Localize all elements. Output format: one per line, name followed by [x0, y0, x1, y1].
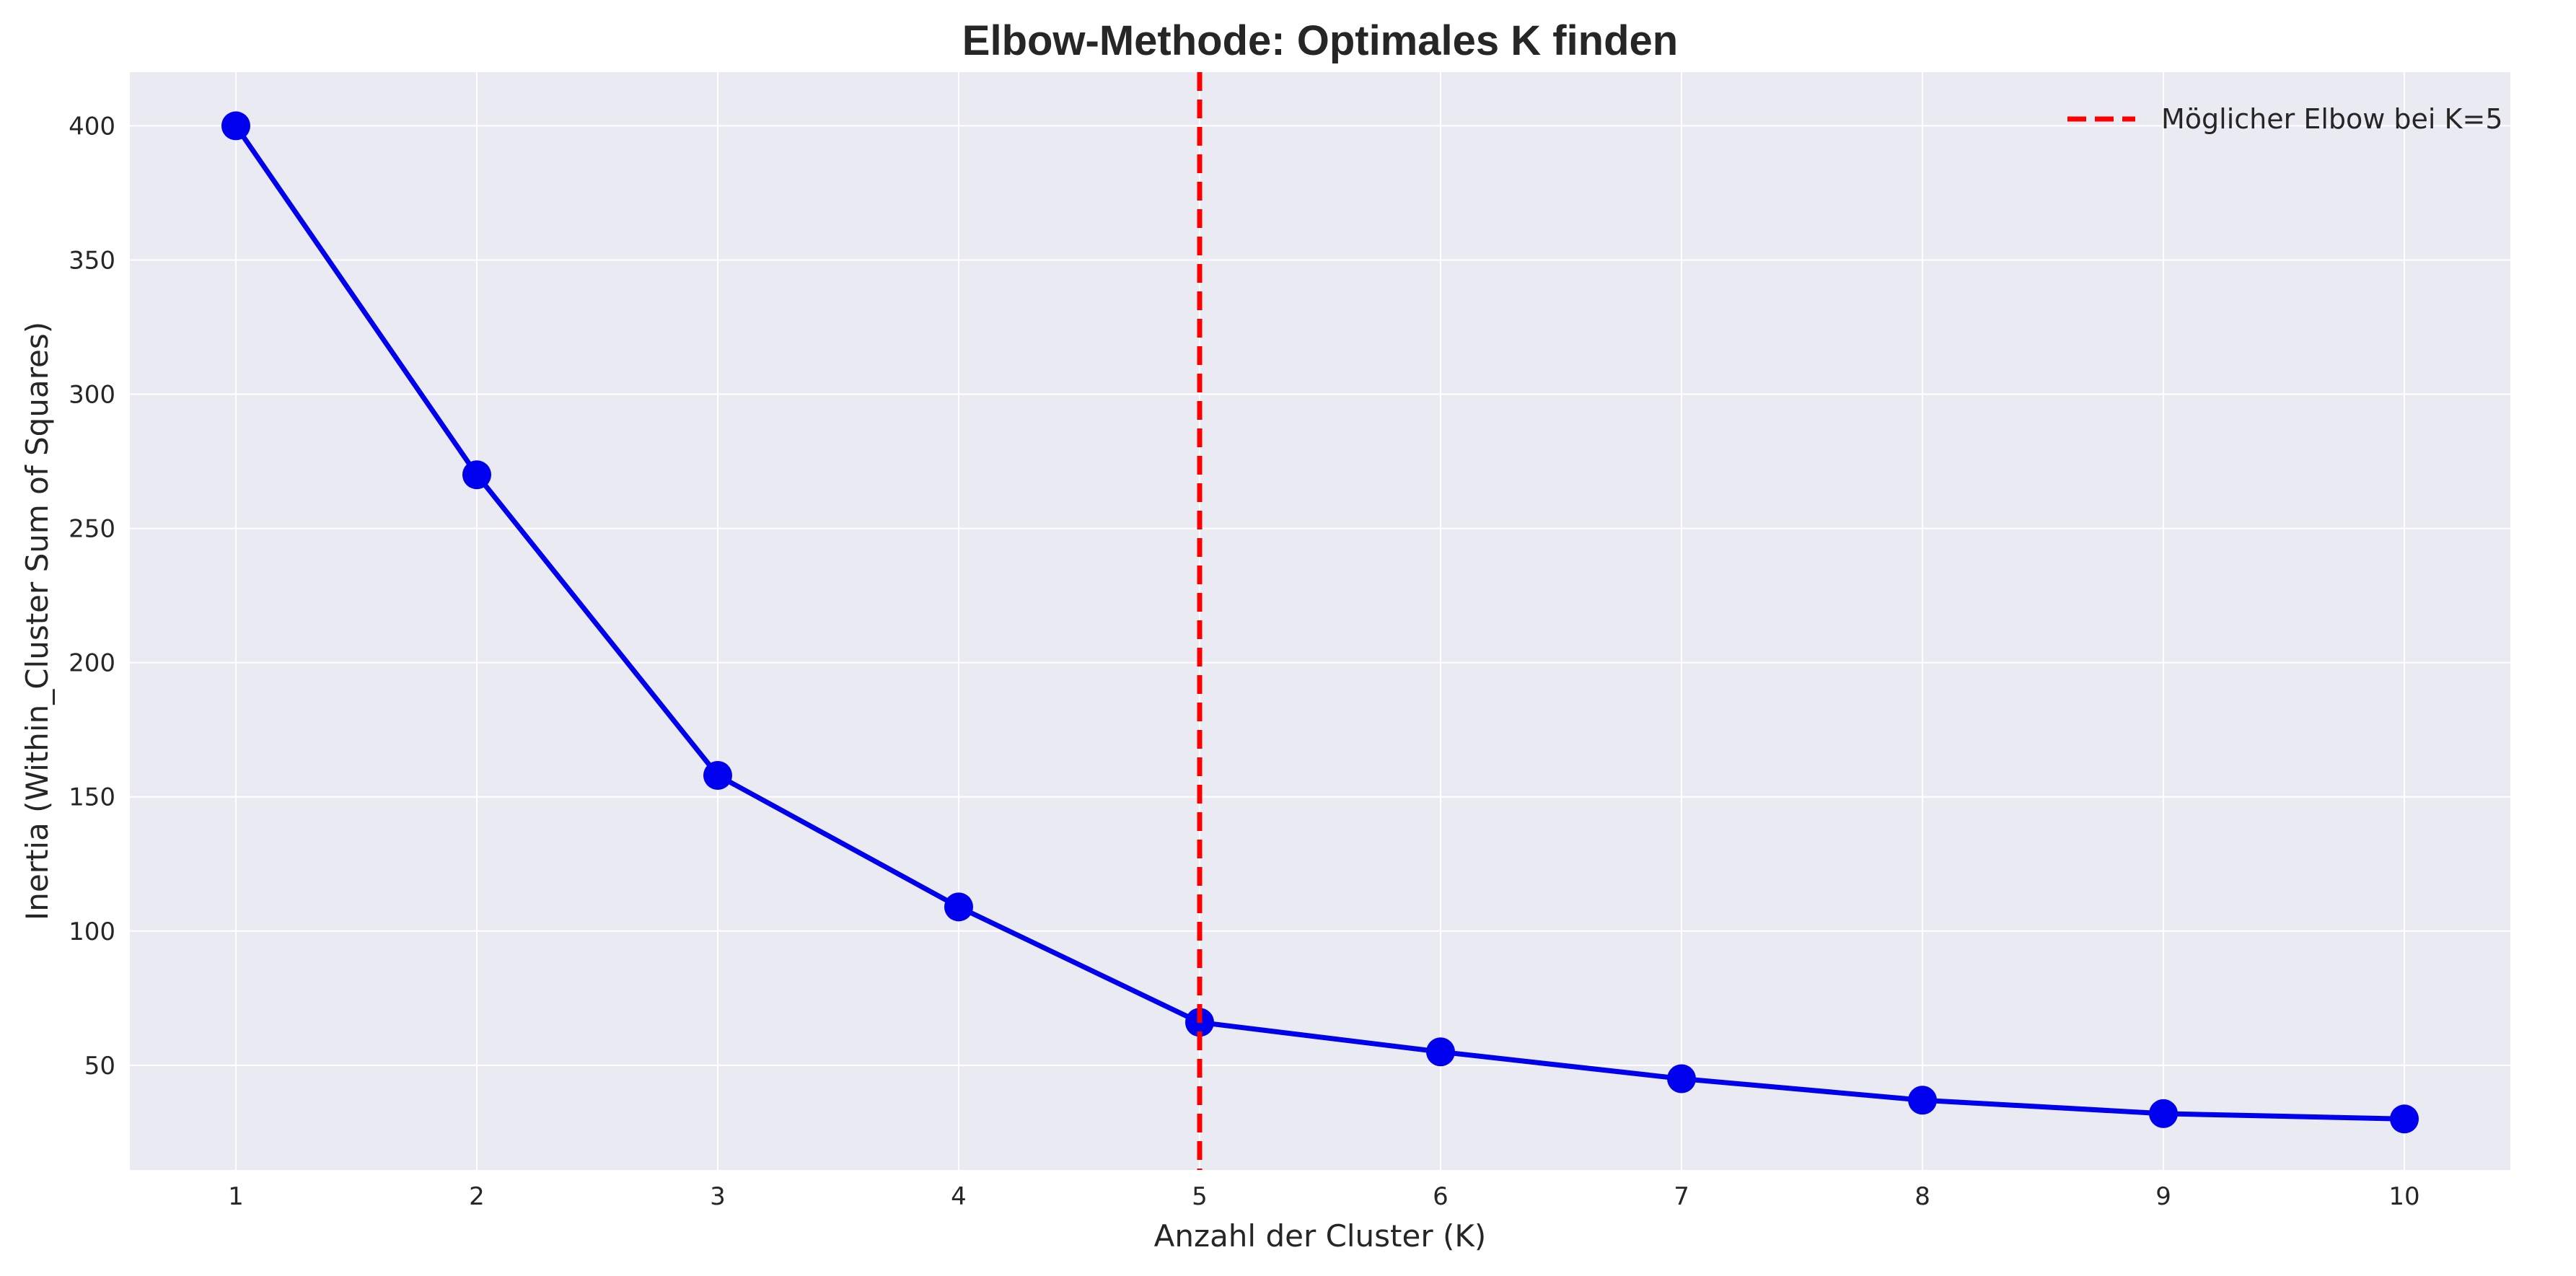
data-point [1667, 1064, 1697, 1094]
x-tick-label: 6 [1433, 1182, 1449, 1211]
y-tick-label: 250 [69, 515, 115, 544]
data-point [2390, 1104, 2419, 1134]
data-point [703, 760, 732, 790]
x-tick-label: 3 [710, 1182, 726, 1211]
y-axis-ticks: 50 100 150 200 250 300 350 400 [69, 112, 115, 1080]
data-point [944, 892, 973, 922]
x-axis-ticks: 1 2 3 4 5 6 7 8 9 10 [228, 1182, 2420, 1211]
x-tick-label: 2 [469, 1182, 485, 1211]
x-tick-label: 4 [951, 1182, 967, 1211]
y-tick-label: 100 [69, 918, 115, 946]
plot-area [130, 72, 2510, 1170]
y-axis-label: Inertia (Within_Cluster Sum of Squares) [19, 322, 55, 920]
x-tick-label: 9 [2155, 1182, 2171, 1211]
y-tick-label: 150 [69, 783, 115, 812]
x-tick-label: 1 [228, 1182, 244, 1211]
series-line [234, 124, 2405, 1122]
chart-title: Elbow-Methode: Optimales K finden [962, 17, 1678, 64]
data-point [221, 111, 250, 141]
y-tick-label: 50 [84, 1052, 115, 1081]
y-tick-label: 400 [69, 112, 115, 141]
legend: Möglicher Elbow bei K=5 [2067, 103, 2503, 135]
x-tick-label: 8 [1915, 1182, 1930, 1211]
x-tick-label: 7 [1674, 1182, 1689, 1211]
x-axis-label: Anzahl der Cluster (K) [1154, 1218, 1487, 1254]
data-point [1908, 1086, 1938, 1115]
x-tick-label: 10 [2388, 1182, 2419, 1211]
series-group [221, 111, 2419, 1134]
grid [130, 72, 2510, 1170]
data-point [2149, 1099, 2179, 1128]
data-point [1426, 1037, 1456, 1067]
data-point [462, 460, 491, 490]
y-tick-label: 300 [69, 381, 115, 410]
x-tick-label: 5 [1192, 1182, 1208, 1211]
y-tick-label: 200 [69, 649, 115, 678]
legend-label: Möglicher Elbow bei K=5 [2161, 103, 2503, 135]
y-tick-label: 350 [69, 246, 115, 275]
